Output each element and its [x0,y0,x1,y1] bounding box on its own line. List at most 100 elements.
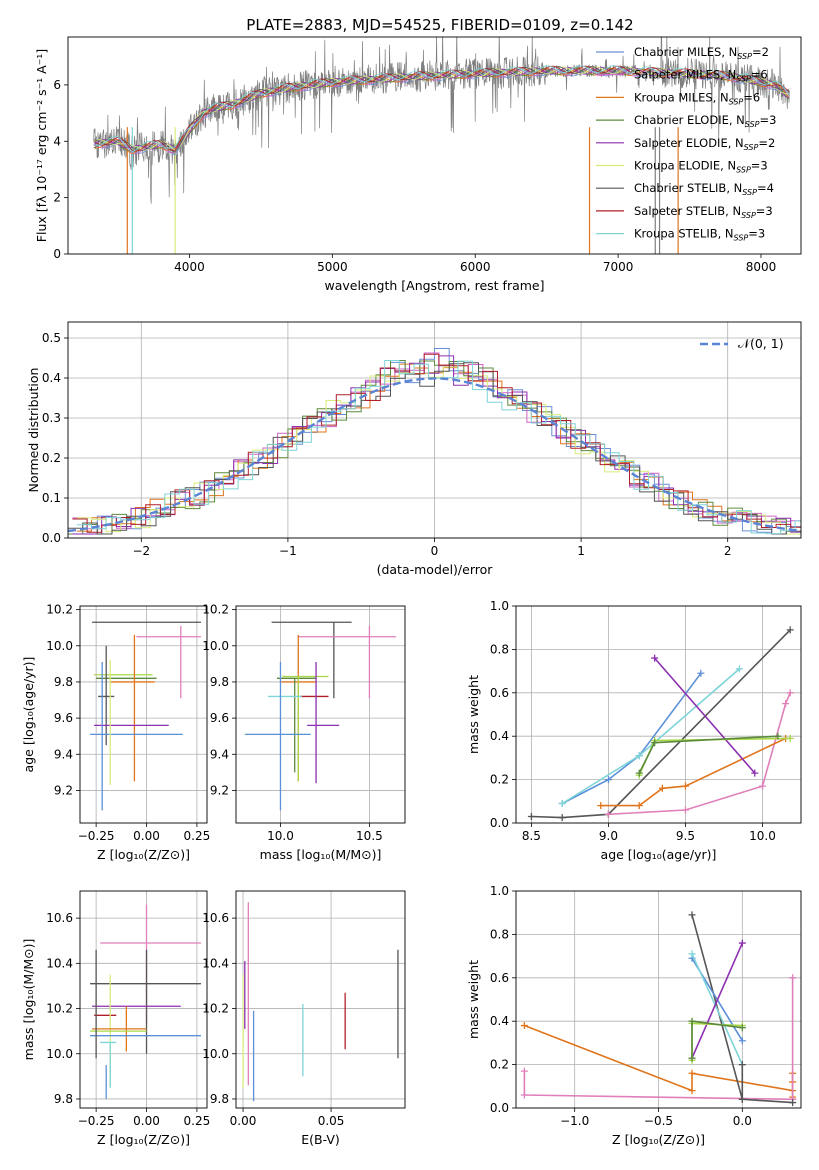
weight_vs_age-series-line [531,629,791,819]
weight_vs_age-point-marker [527,812,535,820]
mass_vs_Z-ytick-label: 9.8 [54,1092,73,1106]
spectrum-model-line [93,65,790,152]
weight_vs_age-series-line [600,737,786,807]
spectrum-legend-entry: Kroupa STELIB, NSSP=3 [634,227,765,243]
gaussian-curve [68,377,801,533]
age_vs_mass-frame [235,605,406,824]
mass_vs_ebv-ytick-label: 10.4 [202,956,229,970]
weight_vs_age-point-marker [604,776,612,784]
residuals-ylabel: Normed distribution [26,368,41,493]
mass_vs_Z-grid [80,891,207,1108]
residuals-ytick-label: 0.4 [42,371,61,385]
residuals-xlabel: (data-model)/error [377,562,494,577]
residuals-ytick-label: 0.1 [42,491,61,505]
spectrum-ylabel: Flux [fλ 10⁻¹⁷ erg cm⁻² s⁻¹ A⁻¹] [34,49,49,242]
age_vs_Z-ytick-label: 9.6 [54,711,73,725]
age_vs_Z-frame [79,605,208,824]
age_vs_mass-plot-area [244,621,397,811]
age_vs_Z-ytick-label: 9.2 [54,783,73,797]
residual-histogram-step [72,352,801,530]
spectrum-model-line [93,65,790,152]
weight_vs_age-xlabel: age [log₁₀(age/yr)] [601,847,717,862]
weight_vs_Z-ytick-label: 0.0 [490,1101,509,1115]
mass_vs_Z-ytick-label: 10.4 [46,956,73,970]
weight_vs_Z-ytick-label: 0.4 [490,1014,509,1028]
age_vs_mass-ytick-label: 9.6 [210,711,229,725]
weight_vs_age-ytick-label: 1.0 [490,599,509,613]
age_vs_mass-ytick-label: 9.8 [210,675,229,689]
age_vs_Z-xtick-label: −0.25 [78,829,115,843]
weight_vs_age-series-line [638,735,778,774]
weight_vs_Z-series-line [691,953,744,1065]
spectrum-xtick-label: 6000 [460,260,491,274]
weight_vs_age-point-marker [681,782,689,790]
weight_vs_Z-point-marker [789,974,797,982]
weight_vs_Z-xtick-label: −0.5 [644,1114,673,1128]
weight_vs_age-point-marker [758,782,766,790]
age_vs_mass-ytick-label: 10.0 [202,639,229,653]
weight_vs_Z-point-marker [520,1067,528,1075]
residuals-plot-area [68,348,801,535]
weight_vs_Z-point-marker [688,950,696,958]
weight_vs_age-series-line [608,692,791,816]
age_vs_mass-grid [236,606,405,823]
residuals-ytick-label: 0.5 [42,331,61,345]
mass_vs_Z-ytick-label: 10.6 [46,911,73,925]
residuals-ytick-label: 0.0 [42,531,61,545]
spectrum-legend-entry: Salpeter STELIB, NSSP=3 [634,204,773,220]
weight_vs_Z-plot-area [520,911,797,1107]
spectrum-legend-entry: Kroupa ELODIE, NSSP=3 [634,159,768,175]
residual-legend-label: 𝒩(0, 1) [738,336,784,351]
weight_vs_Z-point-marker [520,1022,528,1030]
spectrum-legend-entry: Chabrier STELIB, NSSP=4 [634,181,774,197]
weight_vs_Z-ytick-label: 0.8 [490,927,509,941]
residuals-xtick-label: 1 [577,544,585,558]
weight_vs_age-xtick-label: 8.5 [522,829,541,843]
mass_vs_Z-ytick-label: 10.0 [46,1047,73,1061]
spectrum-legend-entry: Chabrier ELODIE, NSSP=3 [634,113,776,129]
spectrum-legend: Chabrier MILES, NSSP=2 Salpeter MILES, NS… [596,45,776,243]
mass_vs_ebv-xtick-label: 0.00 [230,1114,257,1128]
weight_vs_age-point-marker [651,654,659,662]
mass_vs_ebv-frame [235,890,406,1109]
spectrum-ytick-label: 4 [53,134,61,148]
weight_vs_Z-ylabel: mass weight [466,960,481,1039]
mass_vs_Z-xtick-label: −0.25 [78,1114,115,1128]
spectrum-plot-area [93,37,790,254]
residuals-xtick-label: −1 [279,544,297,558]
age_vs_Z-ytick-label: 10.0 [46,639,73,653]
spectrum-xtick-label: 5000 [317,260,348,274]
mass_vs_Z-xtick-label: 0.00 [133,1114,160,1128]
mass_vs_ebv-plot-area [242,902,399,1102]
weight_vs_Z-point-marker [789,1099,797,1107]
weight_vs_age-ytick-label: 0.0 [490,816,509,830]
weight_vs_age-xtick-label: 10.0 [749,829,776,843]
age_vs_mass-ytick-label: 10.2 [202,603,229,617]
mass_vs_Z-frame [79,890,208,1109]
weight_vs_Z-point-marker [688,1017,696,1025]
spectrum-legend-entry: Salpeter ELODIE, NSSP=2 [634,136,775,152]
weight_vs_Z-point-marker [688,911,696,919]
weight_vs_age-point-marker [681,806,689,814]
weight_vs_age-point-marker [786,626,794,634]
spectrum-model-line [93,68,789,156]
mass_vs_Z-xtick-label: 0.25 [184,1114,211,1128]
age_vs_Z-grid [80,606,207,823]
mass_vs_ebv-xtick-label: 0.05 [318,1114,345,1128]
weight_vs_age-frame [515,605,802,824]
residuals-frame [67,321,802,539]
residuals-panel: −2 −1 0 1 2 0.0 0.1 0.2 0.3 0.4 0.5 (data-model)/er… [26,321,802,577]
residual-histogram-step [68,360,801,535]
weight_vs_Z-xtick-label: 0.0 [733,1114,752,1128]
age_vs_mass-xtick-label: 10.0 [267,829,294,843]
weight_vs_age-point-marker [651,739,659,747]
residuals-xtick-label: 0 [431,544,439,558]
spectrum-ytick-label: 0 [53,247,61,261]
weight_vs_age-plot-area [527,626,794,822]
weight_vs_age-ytick-label: 0.8 [490,642,509,656]
weight_vs_Z-point-marker [738,1037,746,1045]
weight_vs_Z-ytick-label: 0.6 [490,971,509,985]
spectrum-legend-entry: Chabrier MILES, NSSP=2 [634,45,769,61]
weight_vs_Z-point-marker [738,1095,746,1103]
